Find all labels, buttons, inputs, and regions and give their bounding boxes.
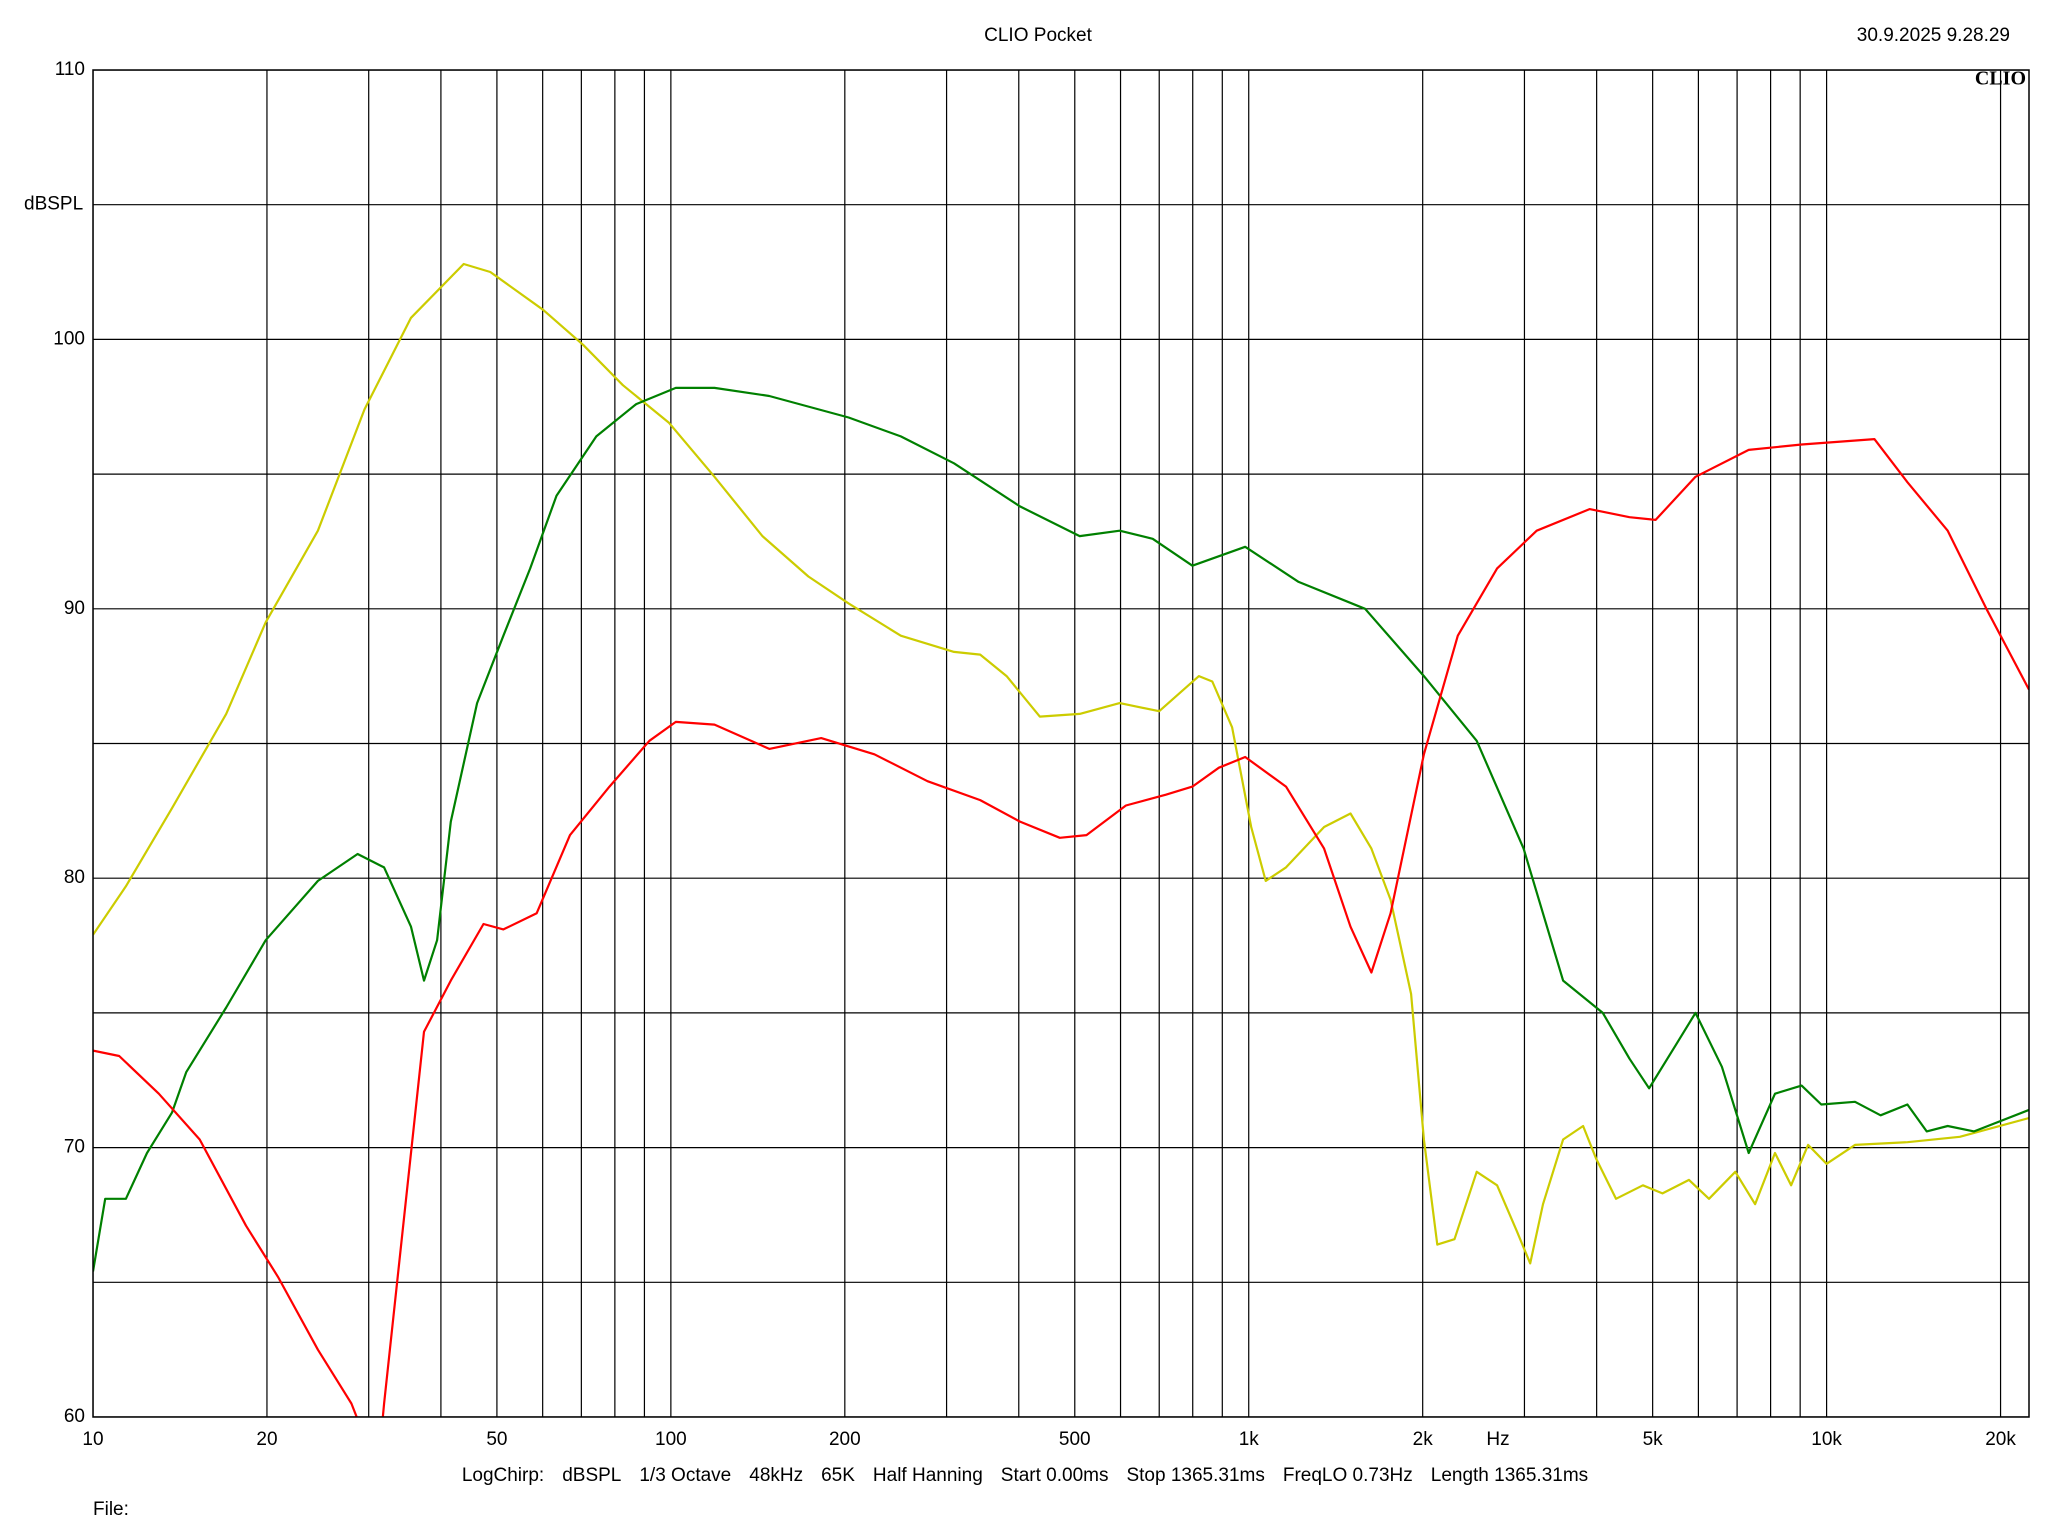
info-item: Stop 1365.31ms (1126, 1465, 1264, 1486)
info-item: dBSPL (562, 1465, 621, 1486)
info-item: Length 1365.31ms (1431, 1465, 1588, 1486)
x-tick-label: 10k (1811, 1429, 1842, 1450)
timestamp: 30.9.2025 9.28.29 (1857, 25, 2010, 46)
x-tick-label: 1k (1239, 1429, 1260, 1450)
plot-area (93, 70, 2029, 1417)
data-line (93, 262, 2029, 1265)
x-tick-label: 20k (1985, 1429, 2016, 1450)
x-tick-label: 50 (486, 1429, 507, 1450)
data-line (93, 386, 2029, 1272)
info-item: 1/3 Octave (639, 1465, 731, 1486)
x-tick-label: 100 (655, 1429, 687, 1450)
y-tick-label: 110 (55, 59, 85, 80)
y-tick-label: 70 (64, 1137, 85, 1158)
info-item: Half Hanning (873, 1465, 983, 1486)
y-tick-label: 90 (64, 598, 85, 619)
info-item: 65K (821, 1465, 855, 1486)
plot-frame (92, 69, 2030, 1418)
measurement-info: LogChirp: dBSPL 1/3 Octave 48kHz 65K Half Han… (462, 1465, 1588, 1486)
x-tick-label: 200 (829, 1429, 861, 1450)
x-tick-label: 5k (1643, 1429, 1664, 1450)
x-axis-label: Hz (1486, 1429, 1509, 1450)
info-item: LogChirp: (462, 1465, 544, 1486)
x-tick-label: 500 (1059, 1429, 1091, 1450)
data-line (93, 438, 2029, 1417)
info-item: 48kHz (749, 1465, 803, 1486)
y-tick-label: 80 (64, 867, 85, 888)
info-item: FreqLO 0.73Hz (1283, 1465, 1413, 1486)
chart-title: CLIO Pocket (984, 25, 1092, 46)
x-tick-label: 20 (256, 1429, 277, 1450)
x-tick-label: 2k (1413, 1429, 1434, 1450)
y-axis-label: dBSPL (24, 194, 83, 215)
y-tick-label: 100 (53, 328, 85, 349)
info-item: Start 0.00ms (1001, 1465, 1109, 1486)
y-tick-label: 60 (64, 1406, 85, 1427)
file-label: File: (93, 1499, 129, 1520)
x-tick-label: 10 (82, 1429, 103, 1450)
